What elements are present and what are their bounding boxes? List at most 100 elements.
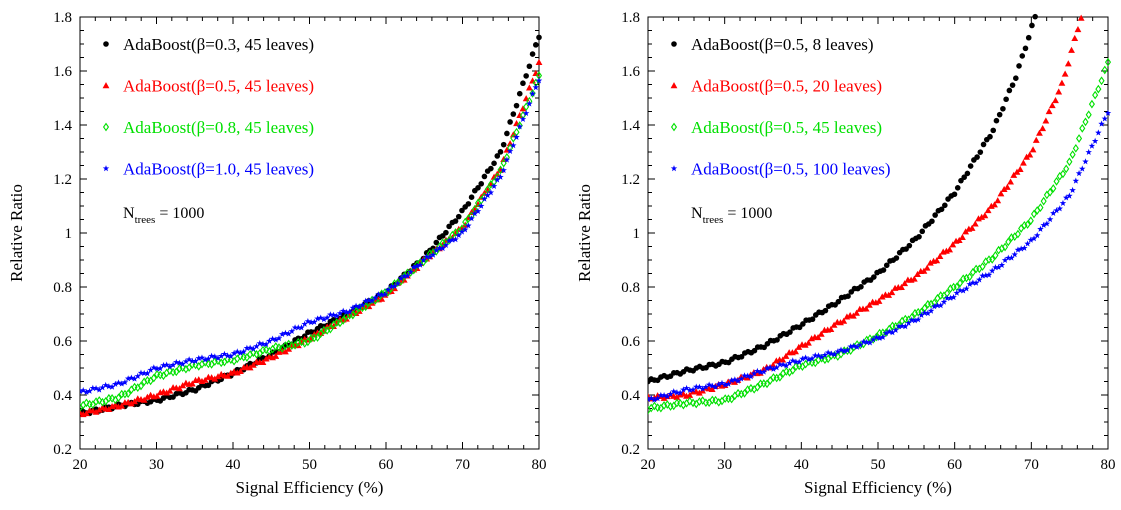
triangle-marker xyxy=(1048,102,1056,109)
diamond-marker xyxy=(989,255,996,264)
star-marker xyxy=(400,272,408,280)
y-tick-label: 1.2 xyxy=(621,172,640,188)
legend-entry-label: AdaBoost(β=0.5, 8 leaves) xyxy=(691,35,874,54)
diamond-marker xyxy=(686,396,693,406)
triangle-marker xyxy=(127,400,135,407)
triangle-marker xyxy=(962,228,970,235)
star-marker xyxy=(288,327,296,335)
star-marker xyxy=(439,245,446,252)
circle-marker xyxy=(954,184,961,191)
star-marker xyxy=(696,383,703,390)
diamond-marker xyxy=(150,373,157,383)
diamond-marker xyxy=(722,394,729,403)
triangle-marker xyxy=(968,224,976,231)
star-marker xyxy=(89,384,97,391)
star-marker xyxy=(779,361,787,368)
triangle-marker xyxy=(1023,153,1031,160)
triangle-marker xyxy=(1071,34,1079,42)
diamond-marker xyxy=(1088,99,1095,109)
star-marker xyxy=(339,307,347,314)
star-marker xyxy=(812,352,819,359)
diamond-marker xyxy=(1075,134,1083,143)
ntrees-value: = 1000 xyxy=(723,205,772,222)
triangle-marker xyxy=(1042,117,1050,124)
y-tick-label: 0.2 xyxy=(53,442,72,458)
diamond-marker xyxy=(1092,90,1099,100)
diamond-marker xyxy=(256,349,263,358)
x-tick-label: 50 xyxy=(871,457,886,473)
diamond-marker xyxy=(1095,84,1102,94)
triangle-marker xyxy=(1029,146,1037,153)
circle-marker xyxy=(507,119,513,125)
star-marker xyxy=(754,367,761,374)
star-marker xyxy=(808,355,816,362)
diamond-marker xyxy=(677,398,684,408)
diamond-marker xyxy=(1047,187,1054,197)
legend-entry-label: AdaBoost(β=0.8, 45 leaves) xyxy=(123,118,314,137)
star-marker xyxy=(147,366,154,373)
diamond-marker xyxy=(712,395,719,405)
y-tick-label: 1.8 xyxy=(53,10,72,26)
star-marker xyxy=(940,298,948,305)
star-marker xyxy=(503,156,511,163)
star-marker xyxy=(410,263,418,270)
circle-marker xyxy=(987,133,993,140)
star-marker xyxy=(160,361,167,369)
star-marker xyxy=(163,361,170,368)
x-tick-label: 70 xyxy=(1024,457,1039,473)
star-marker xyxy=(969,279,977,286)
triangle-marker xyxy=(249,361,257,368)
star-marker xyxy=(979,272,986,279)
star-marker xyxy=(1008,254,1015,261)
star-marker xyxy=(1066,192,1073,199)
star-marker xyxy=(998,261,1006,268)
triangle-marker xyxy=(525,84,533,91)
x-tick-label: 80 xyxy=(1101,457,1116,473)
diamond-marker xyxy=(976,264,983,274)
star-marker xyxy=(654,395,661,402)
y-tick-label: 1.2 xyxy=(53,172,72,188)
diamond-marker xyxy=(1104,57,1112,67)
star-marker xyxy=(664,393,671,400)
star-marker xyxy=(1034,232,1041,239)
x-tick-label: 50 xyxy=(302,457,317,473)
triangle-marker xyxy=(163,389,171,396)
diamond-marker xyxy=(385,287,392,297)
star-marker xyxy=(153,365,161,372)
triangle-marker xyxy=(875,297,883,304)
diamond-marker xyxy=(137,381,145,391)
star-marker xyxy=(368,297,376,304)
star-marker xyxy=(972,279,980,286)
triangle-marker xyxy=(901,280,909,287)
star-marker xyxy=(831,351,838,358)
star-marker xyxy=(256,340,263,347)
triangle-marker xyxy=(769,361,777,368)
triangle-marker xyxy=(695,389,703,396)
star-marker xyxy=(234,348,241,355)
triangle-marker xyxy=(1013,168,1021,175)
circle-marker xyxy=(446,223,452,230)
star-marker xyxy=(689,386,697,393)
circle-marker xyxy=(787,329,793,335)
star-marker xyxy=(1027,236,1035,243)
circle-marker xyxy=(1009,82,1016,88)
diamond-marker xyxy=(966,272,973,282)
star-marker xyxy=(86,387,93,394)
diamond-marker xyxy=(192,360,199,370)
star-marker xyxy=(378,291,385,298)
series-2 xyxy=(80,58,543,418)
star-marker xyxy=(157,365,164,372)
star-marker xyxy=(205,355,212,362)
legend: AdaBoost(β=0.3, 45 leaves) AdaBoost(β=0.5… xyxy=(102,35,314,179)
star-marker xyxy=(1021,244,1028,251)
legend-circle-marker xyxy=(103,41,109,47)
star-marker xyxy=(211,353,219,360)
star-marker xyxy=(802,354,809,361)
star-marker xyxy=(976,276,983,283)
star-marker xyxy=(481,195,488,202)
star-marker xyxy=(323,314,331,321)
star-marker xyxy=(850,342,858,349)
star-marker xyxy=(144,370,151,377)
star-marker xyxy=(124,375,132,382)
star-marker xyxy=(105,383,113,390)
